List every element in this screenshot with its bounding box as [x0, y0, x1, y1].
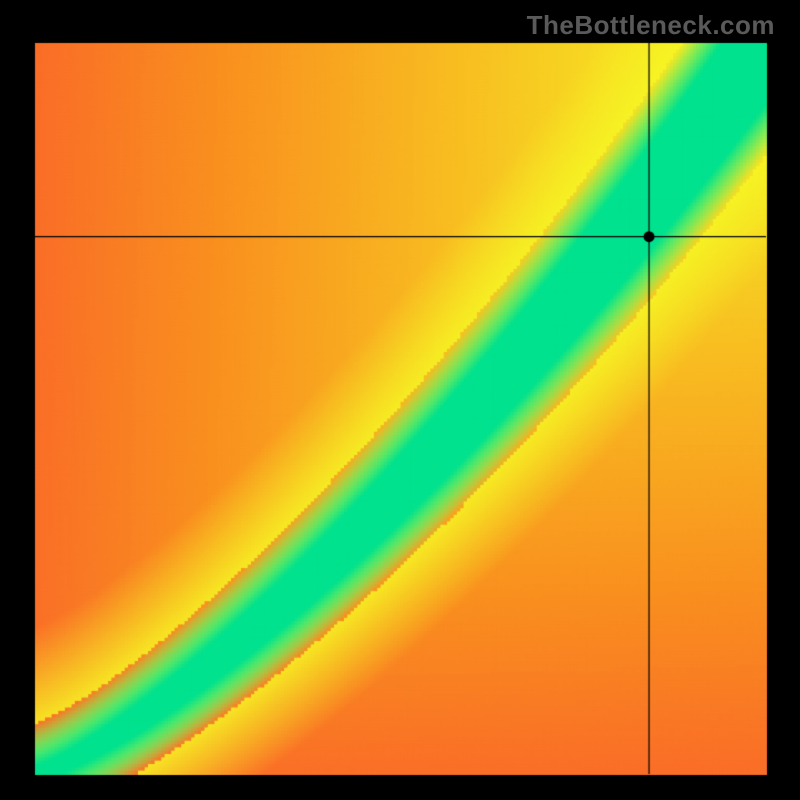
watermark-label: TheBottleneck.com	[527, 10, 775, 41]
bottleneck-heatmap-canvas	[0, 0, 800, 800]
chart-container: TheBottleneck.com	[0, 0, 800, 800]
